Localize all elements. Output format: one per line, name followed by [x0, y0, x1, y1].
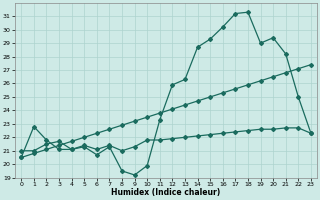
- X-axis label: Humidex (Indice chaleur): Humidex (Indice chaleur): [111, 188, 221, 197]
